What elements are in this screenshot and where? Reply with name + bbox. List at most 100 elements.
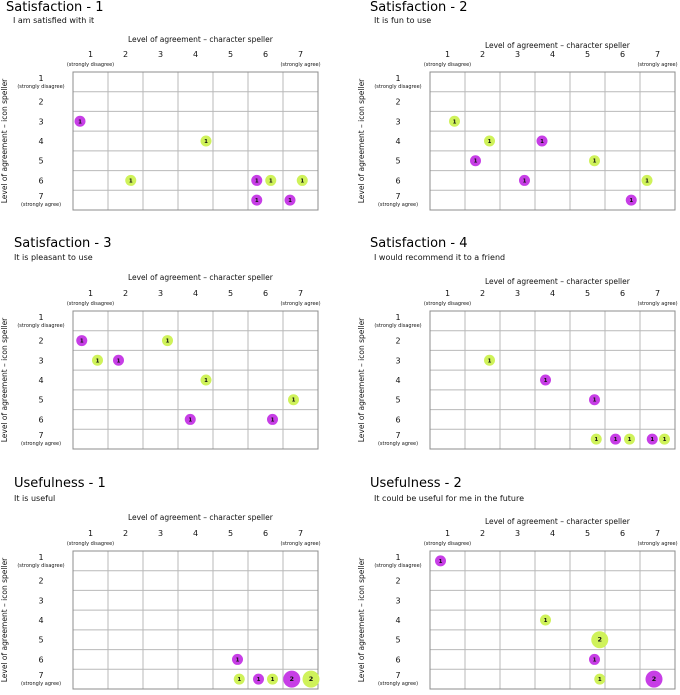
y-tick-label: 1 [38,553,43,562]
x-tick-label: 2 [480,289,485,298]
data-point-marker [113,354,124,366]
data-point-marker [435,555,446,567]
data-point-count: 1 [488,139,492,145]
data-point-marker [610,433,621,445]
data-point-purple: 1 [646,433,658,445]
chart-svg: Level of agreement – character speller Le… [357,41,678,211]
data-point-marker [265,174,277,186]
data-point-green: 1 [449,115,460,127]
data-point-purple: 1 [470,155,481,167]
x-axis-label: Level of agreement – character speller [485,41,631,50]
data-point-marker [589,653,600,665]
y-tick-label: 3 [395,596,400,605]
chart-title: Satisfaction - 3 [14,236,112,251]
data-point-purple: 1 [610,433,621,445]
chart-svg: Level of agreement – character speller Le… [0,35,321,211]
y-tick-label: 6 [38,176,43,185]
data-point-count: 1 [129,178,133,184]
data-point-count: 1 [594,437,598,443]
y-tick-label: 1 [395,74,400,83]
data-point-purple: 1 [519,174,530,186]
x-min-note: (strongly disagree) [424,301,471,307]
data-point-green: 1 [92,354,103,366]
data-point-purple: 1 [251,174,263,186]
data-point-purple: 1 [74,115,86,127]
y-tick-label: 2 [38,98,43,107]
data-point-count: 1 [96,358,100,364]
data-point-purple: 1 [589,653,600,665]
panel-satisfaction-4: Satisfaction - 4 I would recommend it to… [350,236,680,468]
data-point-green: 1 [200,374,212,386]
chart-title: Usefulness - 1 [14,476,106,491]
y-tick-label: 4 [38,137,43,146]
y-tick-label: 4 [38,616,43,625]
y-axis-label: Level of agreement – icon speller [0,78,9,203]
chart-subtitle: I would recommend it to a friend [374,253,506,262]
x-axis-label: Level of agreement – character speller [128,273,274,282]
data-point-count: 2 [597,636,602,644]
data-point-marker [641,174,653,186]
data-point-count: 1 [78,119,82,125]
x-max-note: (strongly agree) [637,301,677,307]
data-point-purple: 1 [540,374,551,386]
data-point-count: 1 [645,178,649,184]
x-min-note: (strongly disagree) [67,541,114,547]
data-point-count: 1 [474,159,478,165]
data-point-count: 1 [663,437,667,443]
x-tick-label: 7 [298,289,303,298]
data-point-purple: 1 [536,135,548,147]
y-tick-label: 2 [395,98,400,107]
plot-frame [72,550,319,690]
data-point-green: 1 [540,614,551,626]
x-tick-label: 6 [620,529,625,538]
data-point-count: 1 [204,378,208,384]
x-min-note: (strongly disagree) [424,62,471,68]
data-point-count: 1 [80,339,84,345]
data-point-marker [589,155,600,167]
plot-frame [72,310,319,450]
data-point-count: 1 [439,559,443,565]
data-point-count: 1 [488,358,492,364]
data-point-purple: 1 [589,394,600,406]
y-tick-label: 5 [395,396,400,405]
x-tick-label: 3 [158,50,163,59]
data-point-marker [92,354,103,366]
y-tick-label: 6 [395,415,400,424]
panel-satisfaction-3: Satisfaction - 3 It is pleasant to use L… [0,236,340,468]
y-max-note: (strongly agree) [21,202,61,208]
x-tick-label: 4 [550,50,555,59]
x-tick-label: 7 [655,529,660,538]
chart-title: Satisfaction - 1 [6,0,104,15]
data-point-green: 1 [162,335,173,347]
data-point-count: 2 [289,675,294,683]
panel-usefulness-2: Usefulness - 2 It could be useful for me… [350,476,680,695]
data-point-count: 2 [652,675,657,683]
x-tick-label: 3 [158,289,163,298]
data-point-marker [659,433,670,445]
data-point-count: 1 [540,139,544,145]
x-axis-label: Level of agreement – character speller [485,517,631,526]
x-tick-label: 6 [263,529,268,538]
data-point-count: 1 [544,378,548,384]
data-point-marker [449,115,460,127]
chart-svg: Level of agreement – character speller Le… [0,273,321,450]
data-point-purple: 1 [267,413,278,425]
x-tick-label: 7 [655,50,660,59]
data-point-count: 1 [593,398,597,404]
panel-satisfaction-2: Satisfaction - 2 It is fun to use Level … [350,0,680,232]
y-tick-label: 6 [38,415,43,424]
chart-svg: Level of agreement – character speller Le… [357,277,678,450]
data-point-purple: 1 [232,653,243,665]
x-tick-label: 6 [263,289,268,298]
x-tick-label: 4 [550,529,555,538]
y-min-note: (strongly disagree) [374,563,421,569]
y-tick-label: 5 [38,396,43,405]
chart-title: Usefulness - 2 [370,476,462,491]
data-point-count: 1 [288,198,292,204]
x-tick-label: 2 [480,529,485,538]
data-point-marker [232,653,243,665]
y-axis-label: Level of agreement – icon speller [0,317,9,442]
x-max-note: (strongly agree) [280,541,320,547]
y-tick-label: 3 [38,356,43,365]
y-tick-label: 2 [395,577,400,586]
